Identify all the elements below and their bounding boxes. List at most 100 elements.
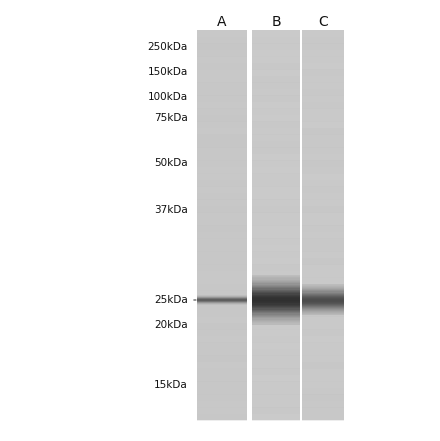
Bar: [197, 30, 247, 37]
Bar: [197, 225, 247, 232]
Bar: [252, 316, 300, 323]
Bar: [302, 284, 344, 291]
Bar: [302, 305, 344, 306]
Bar: [197, 407, 247, 414]
Bar: [252, 291, 300, 292]
Bar: [252, 115, 300, 122]
Bar: [252, 329, 300, 336]
Bar: [197, 264, 247, 271]
Bar: [302, 300, 344, 301]
Bar: [302, 362, 344, 369]
Bar: [252, 296, 300, 303]
Bar: [302, 89, 344, 96]
Bar: [252, 30, 300, 420]
Bar: [302, 368, 344, 375]
Bar: [302, 295, 344, 297]
Bar: [252, 30, 300, 37]
Bar: [252, 218, 300, 225]
Bar: [302, 314, 344, 315]
Bar: [197, 95, 247, 102]
Bar: [302, 82, 344, 89]
Bar: [252, 322, 300, 329]
Bar: [252, 69, 300, 76]
Bar: [302, 134, 344, 141]
Bar: [197, 322, 247, 329]
Bar: [197, 304, 247, 305]
Bar: [197, 251, 247, 258]
Bar: [302, 289, 344, 291]
Bar: [252, 307, 300, 308]
Text: 100kDa: 100kDa: [148, 92, 188, 102]
Bar: [302, 303, 344, 304]
Bar: [302, 258, 344, 265]
Bar: [252, 310, 300, 311]
Bar: [252, 251, 300, 258]
Bar: [197, 298, 247, 299]
Bar: [302, 284, 344, 285]
Bar: [302, 316, 344, 323]
Bar: [302, 179, 344, 187]
Bar: [197, 303, 247, 310]
Bar: [252, 306, 300, 307]
Bar: [252, 275, 300, 276]
Bar: [197, 381, 247, 388]
Bar: [302, 69, 344, 76]
Bar: [252, 290, 300, 297]
Bar: [252, 362, 300, 369]
Bar: [302, 167, 344, 173]
Bar: [252, 317, 300, 318]
Bar: [252, 95, 300, 102]
Bar: [302, 302, 344, 303]
Bar: [197, 75, 247, 82]
Bar: [252, 284, 300, 285]
Bar: [252, 336, 300, 343]
Bar: [252, 49, 300, 56]
Bar: [197, 316, 247, 323]
Bar: [197, 329, 247, 336]
Text: 75kDa: 75kDa: [154, 113, 188, 123]
Bar: [197, 101, 247, 108]
Bar: [302, 95, 344, 102]
Bar: [302, 153, 344, 161]
Bar: [252, 160, 300, 167]
Bar: [197, 56, 247, 63]
Bar: [197, 270, 247, 277]
Bar: [302, 285, 344, 286]
Bar: [252, 284, 300, 291]
Bar: [252, 302, 300, 303]
Bar: [302, 310, 344, 317]
Bar: [302, 43, 344, 50]
Bar: [302, 374, 344, 381]
Bar: [197, 394, 247, 401]
Bar: [302, 108, 344, 115]
Bar: [252, 167, 300, 173]
Bar: [302, 311, 344, 312]
Bar: [302, 127, 344, 135]
Bar: [252, 153, 300, 161]
Bar: [302, 322, 344, 329]
Bar: [252, 310, 300, 317]
Bar: [252, 355, 300, 362]
Bar: [302, 75, 344, 82]
Bar: [197, 147, 247, 154]
Bar: [252, 282, 300, 284]
Bar: [197, 299, 247, 300]
Bar: [302, 291, 344, 292]
Bar: [197, 173, 247, 180]
Bar: [252, 56, 300, 63]
Bar: [197, 301, 247, 302]
Bar: [252, 301, 300, 302]
Bar: [252, 316, 300, 317]
Bar: [302, 290, 344, 297]
Bar: [197, 296, 247, 297]
Bar: [252, 374, 300, 381]
Bar: [197, 284, 247, 291]
Bar: [252, 108, 300, 115]
Bar: [197, 89, 247, 96]
Bar: [252, 134, 300, 141]
Bar: [252, 414, 300, 421]
Bar: [252, 199, 300, 206]
Bar: [197, 134, 247, 141]
Bar: [252, 285, 300, 286]
Bar: [252, 321, 300, 322]
